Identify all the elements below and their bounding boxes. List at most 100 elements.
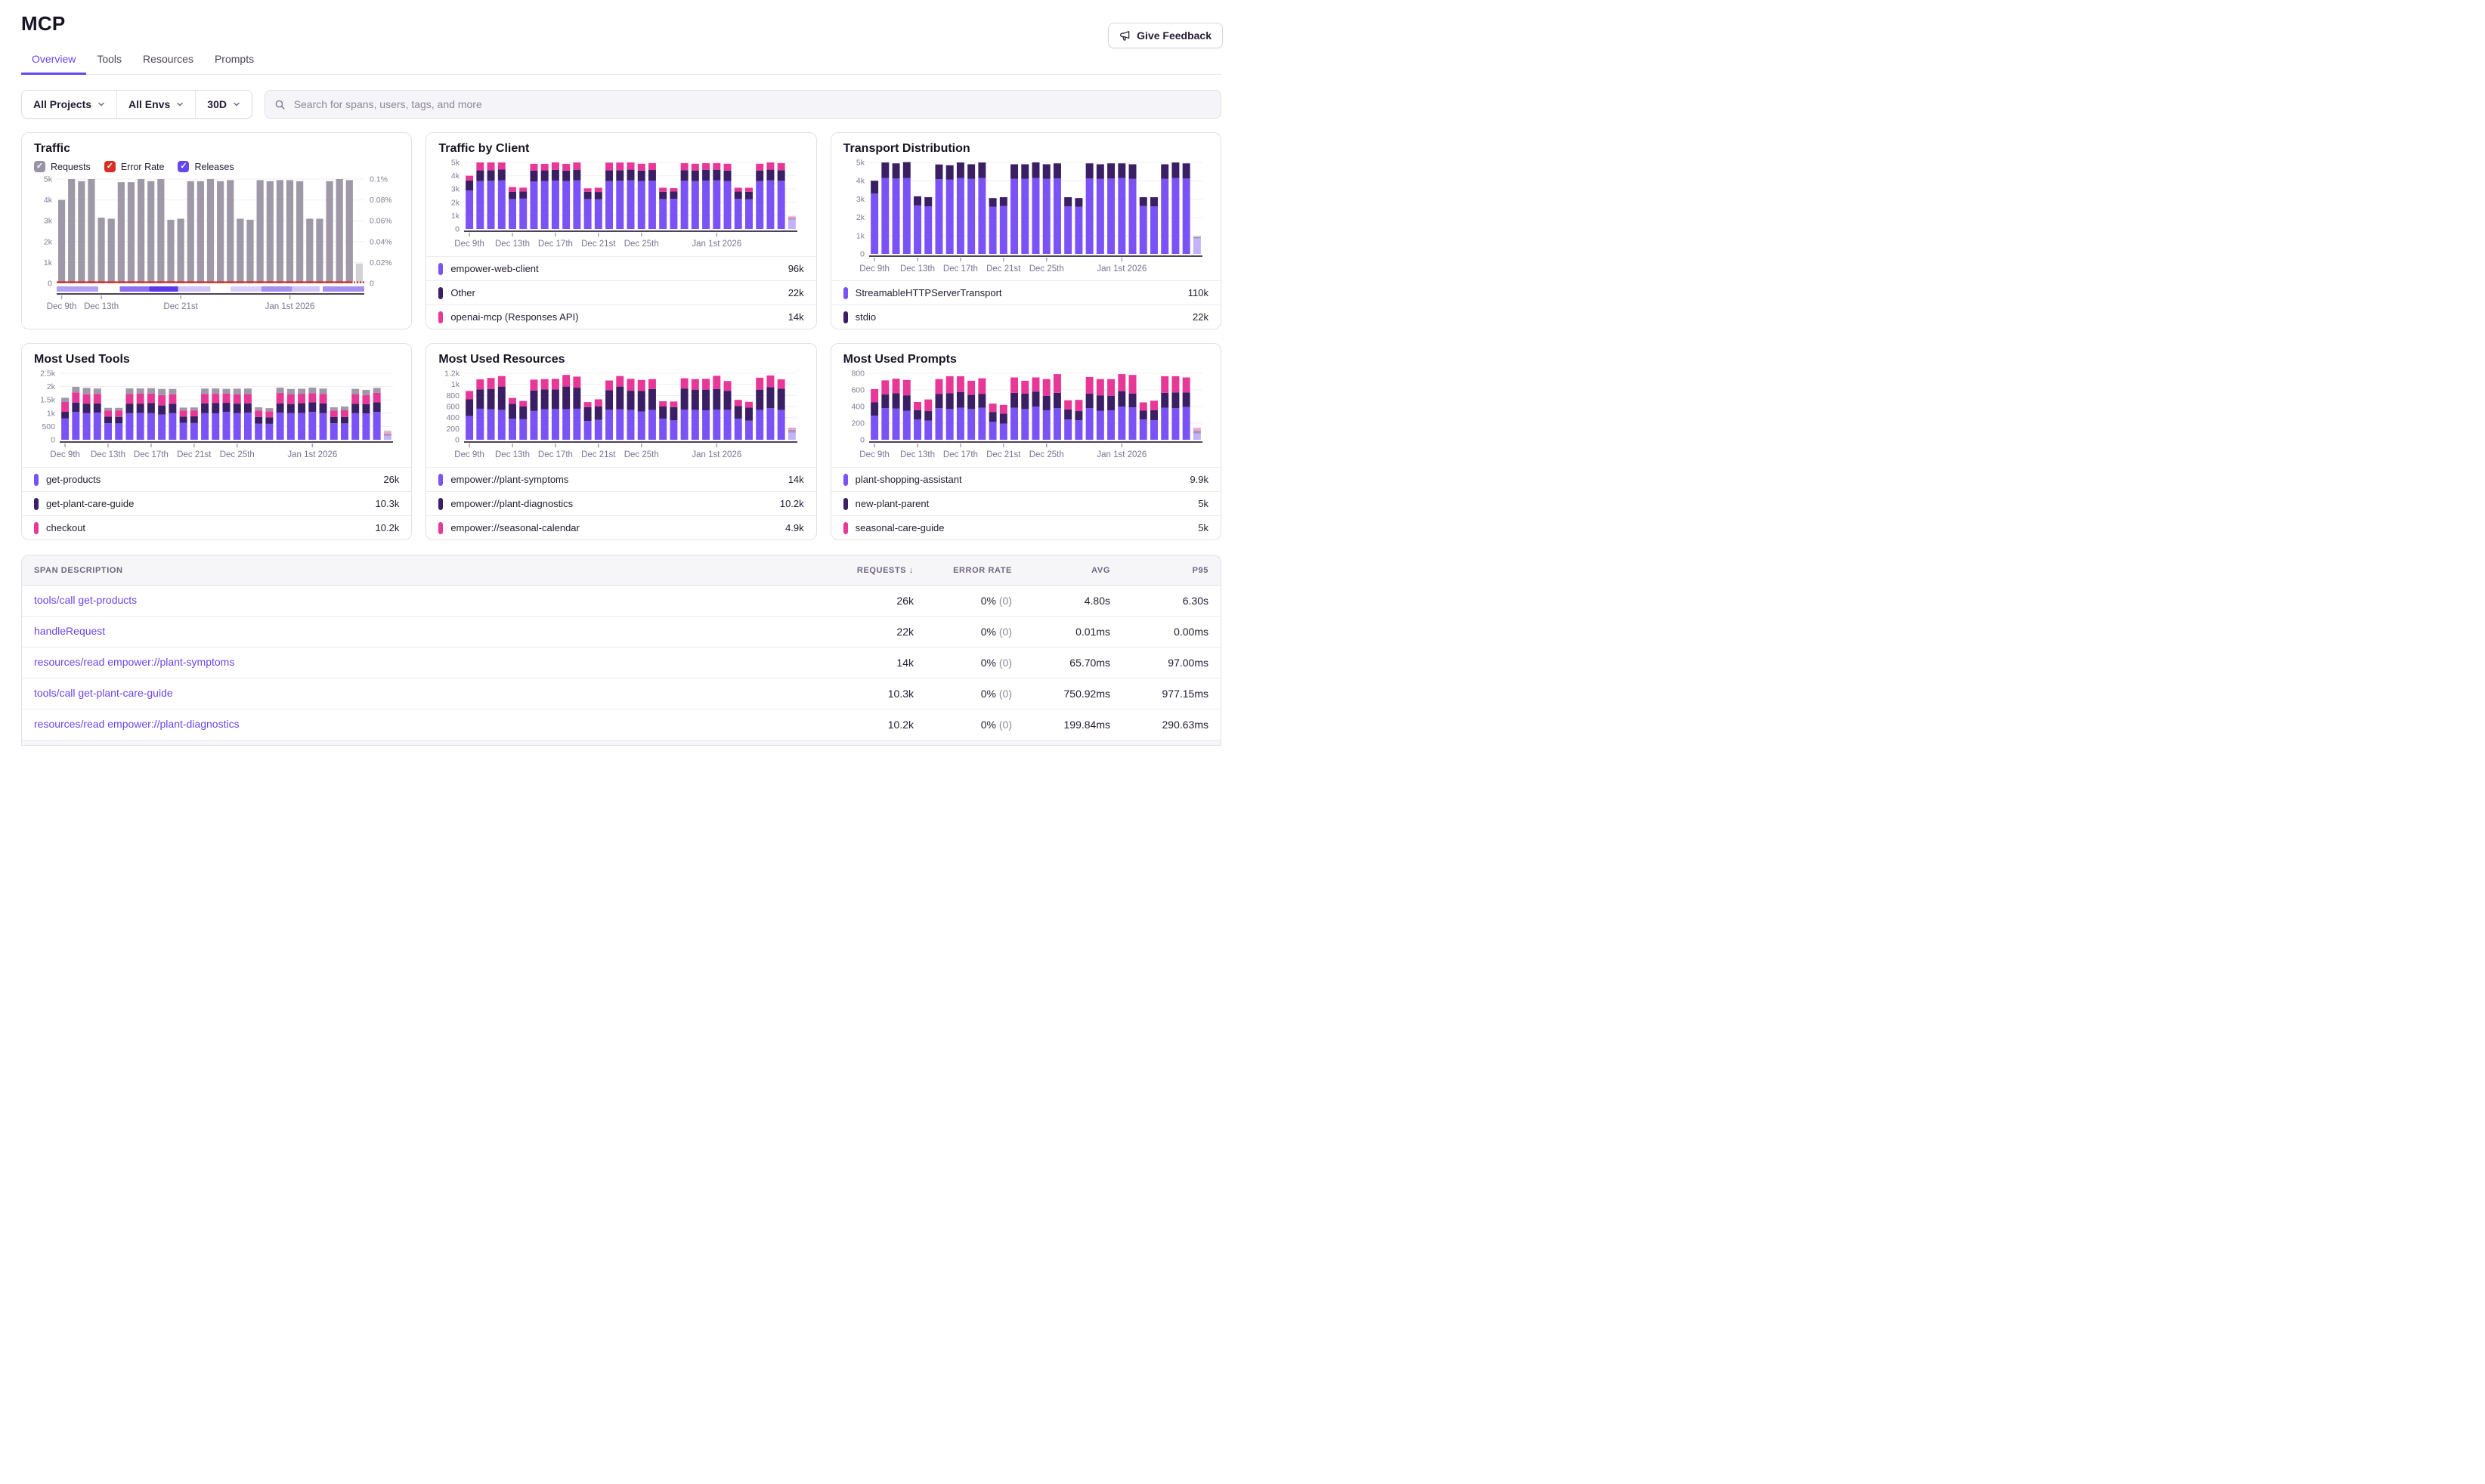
legend-label: new-plant-parent	[855, 498, 930, 509]
legend-row[interactable]: empower://seasonal-calendar 4.9k	[426, 515, 816, 539]
column-header-avg[interactable]: AVG	[1091, 565, 1110, 575]
legend-value: 110k	[1187, 287, 1208, 298]
legend-row[interactable]: get-plant-care-guide 10.3k	[22, 491, 412, 515]
legend-label: Other	[450, 287, 475, 298]
transport-distribution-title: Transport Distribution	[843, 142, 970, 155]
svg-text:3k: 3k	[44, 217, 53, 226]
legend-label: StreamableHTTPServerTransport	[855, 287, 1002, 298]
svg-text:200: 200	[851, 419, 865, 428]
legend-row[interactable]: plant-shopping-assistant 9.9k	[831, 467, 1221, 491]
avg-value: 0.01ms	[1075, 626, 1110, 638]
p95-value: 290.63ms	[1162, 719, 1208, 731]
svg-text:2.5k: 2.5k	[40, 369, 56, 379]
avg-value: 750.92ms	[1063, 688, 1110, 700]
legend-row[interactable]: new-plant-parent 5k	[831, 491, 1221, 515]
column-header-requests[interactable]: REQUESTS ↓	[856, 565, 914, 575]
series-color-pill	[34, 473, 39, 486]
span-description-link[interactable]: resources/read empower://plant-diagnosti…	[34, 718, 240, 730]
column-header-p95[interactable]: P95	[1192, 565, 1208, 575]
legend-value: 26k	[383, 474, 400, 485]
svg-text:Dec 9th: Dec 9th	[50, 450, 80, 459]
error-rate-value: 0% (0)	[980, 626, 1012, 638]
svg-text:0.1%: 0.1%	[370, 175, 388, 184]
legend-row[interactable]: openai-mcp (Responses API) 14k	[426, 305, 816, 329]
toggle-requests[interactable]: ✓ Requests	[34, 161, 91, 172]
span-description-link[interactable]: tools/call get-products	[34, 594, 138, 606]
tab-overview[interactable]: Overview	[21, 46, 87, 75]
svg-text:2k: 2k	[856, 213, 865, 222]
legend-row[interactable]: Other 22k	[426, 280, 816, 305]
series-color-pill	[34, 497, 39, 510]
legend-label: get-products	[46, 474, 101, 485]
tab-prompts[interactable]: Prompts	[214, 53, 255, 65]
tab-resources[interactable]: Resources	[143, 53, 193, 65]
most-used-resources-title: Most Used Resources	[438, 353, 565, 366]
column-header-span-description[interactable]: SPAN DESCRIPTION	[34, 565, 123, 575]
requests-value: 10.2k	[887, 719, 914, 731]
legend-row[interactable]: empower-web-client 96k	[426, 256, 816, 280]
svg-text:Dec 9th: Dec 9th	[455, 450, 485, 459]
span-table-row[interactable]: resources/read empower://plant-diagnosti…	[22, 710, 1221, 740]
table-footer-strip	[22, 740, 1221, 745]
svg-text:1.5k: 1.5k	[40, 396, 56, 405]
legend-row[interactable]: empower://plant-diagnostics 10.2k	[426, 491, 816, 515]
svg-text:Dec 9th: Dec 9th	[859, 450, 890, 459]
span-table-row[interactable]: handleRequest 22k 0% (0) 0.01ms 0.00ms	[22, 617, 1221, 648]
span-description-link[interactable]: handleRequest	[34, 625, 106, 637]
toggle-releases[interactable]: ✓ Releases	[178, 161, 234, 172]
span-description-link[interactable]: resources/read empower://plant-symptoms	[34, 656, 235, 668]
svg-text:Dec 17th: Dec 17th	[943, 450, 978, 459]
svg-text:Dec 13th: Dec 13th	[84, 302, 119, 311]
p95-value: 6.30s	[1182, 595, 1208, 607]
svg-text:3k: 3k	[451, 185, 460, 194]
span-table-row[interactable]: tools/call get-products 26k 0% (0) 4.80s 6.3…	[22, 586, 1221, 617]
environment-filter-dropdown[interactable]: All Envs	[117, 91, 197, 118]
filter-bar: All Projects All Envs 30D	[21, 90, 1221, 119]
legend-value: 22k	[1193, 311, 1208, 323]
search-input[interactable]	[292, 97, 1212, 111]
svg-text:Dec 21st: Dec 21st	[163, 302, 198, 311]
svg-text:0: 0	[860, 250, 865, 259]
project-filter-dropdown[interactable]: All Projects	[22, 91, 118, 118]
date-range-dropdown[interactable]: 30D	[196, 91, 252, 118]
svg-text:Dec 21st: Dec 21st	[177, 450, 212, 459]
toggle-label: Requests	[51, 161, 91, 172]
legend-label: stdio	[855, 311, 877, 323]
svg-text:0.04%: 0.04%	[370, 237, 392, 246]
series-color-pill	[843, 497, 848, 510]
svg-text:5k: 5k	[44, 175, 53, 184]
legend-value: 10.2k	[779, 498, 804, 509]
svg-text:0.08%: 0.08%	[370, 196, 392, 205]
svg-text:3k: 3k	[856, 195, 865, 204]
legend-row[interactable]: StreamableHTTPServerTransport 110k	[831, 280, 1221, 305]
legend-row[interactable]: get-products 26k	[22, 467, 412, 491]
svg-text:Dec 17th: Dec 17th	[538, 450, 573, 459]
svg-text:0.06%: 0.06%	[370, 217, 392, 226]
legend-row[interactable]: empower://plant-symptoms 14k	[426, 467, 816, 491]
tab-tools[interactable]: Tools	[97, 53, 122, 65]
svg-text:Dec 13th: Dec 13th	[495, 450, 530, 459]
give-feedback-button[interactable]: Give Feedback	[1108, 23, 1223, 48]
toggle-error-rate[interactable]: ✓ Error Rate	[104, 161, 164, 172]
most-used-prompts-chart: 0 200 400 600 800 Dec 9th Dec 13th Dec 17th Dec …	[843, 369, 1208, 466]
svg-text:1k: 1k	[451, 380, 460, 389]
chevron-down-icon	[98, 102, 104, 107]
svg-text:0: 0	[455, 436, 460, 445]
most-used-prompts-legend: plant-shopping-assistant 9.9k new-plant-pa…	[831, 467, 1221, 539]
legend-row[interactable]: seasonal-care-guide 5k	[831, 515, 1221, 539]
column-header-error-rate[interactable]: ERROR RATE	[953, 565, 1012, 575]
span-table-row[interactable]: tools/call get-plant-care-guide 10.3k 0% (…	[22, 679, 1221, 710]
most-used-tools-legend: get-products 26k get-plant-care-guide 10.3k…	[22, 467, 412, 539]
most-used-prompts-title: Most Used Prompts	[843, 353, 957, 366]
date-range-label: 30D	[207, 98, 227, 110]
sort-descending-icon: ↓	[908, 565, 914, 575]
svg-text:Dec 13th: Dec 13th	[900, 450, 935, 459]
legend-row[interactable]: checkout 10.2k	[22, 515, 412, 539]
checkbox-checked-icon: ✓	[104, 161, 116, 172]
search-icon	[275, 100, 285, 110]
span-table-row[interactable]: resources/read empower://plant-symptoms 1…	[22, 648, 1221, 679]
legend-row[interactable]: stdio 22k	[831, 305, 1221, 329]
requests-value: 26k	[896, 595, 914, 607]
svg-text:Dec 25th: Dec 25th	[624, 450, 659, 459]
span-description-link[interactable]: tools/call get-plant-care-guide	[34, 687, 173, 699]
